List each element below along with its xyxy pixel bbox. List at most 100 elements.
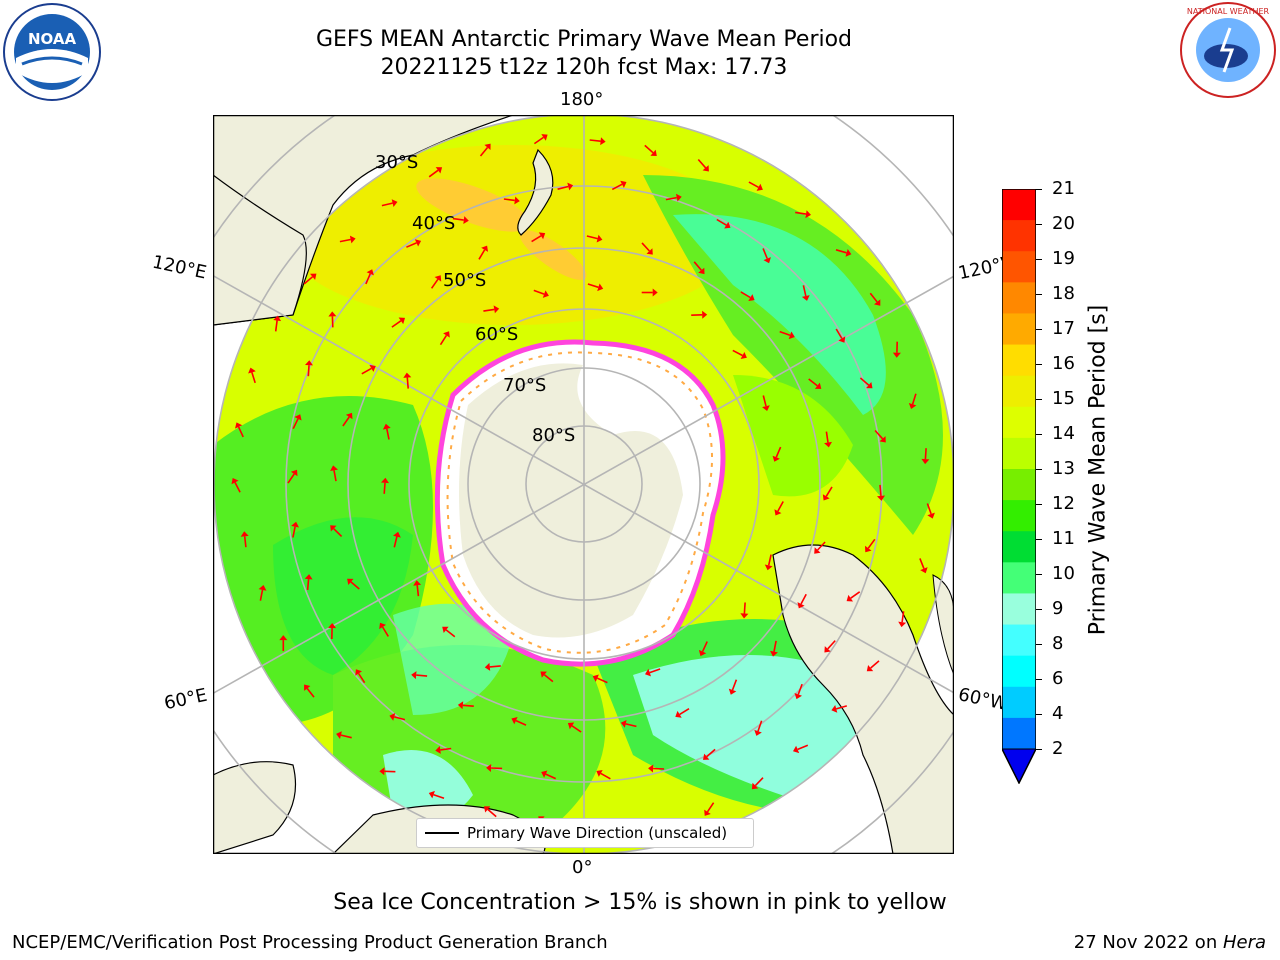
wave-arrow-head xyxy=(596,234,603,243)
colorbar-tick-label: 15 xyxy=(1052,388,1075,409)
wave-arrow-head xyxy=(704,809,711,816)
wave-arrow-shaft xyxy=(762,395,767,407)
wave-arrow-shaft xyxy=(557,185,569,190)
wave-arrow-shaft xyxy=(679,708,690,716)
wave-arrow-shaft xyxy=(487,808,497,818)
chart-title-line2: 20221125 t12z 120h fcst Max: 17.73 xyxy=(380,55,788,80)
wave-arrow-head xyxy=(645,668,651,677)
colorbar-tick-label: 20 xyxy=(1052,213,1075,234)
footer-branch: NCEP/EMC/Verification Post Processing Pr… xyxy=(12,932,608,953)
wave-arrow-shaft xyxy=(428,169,439,178)
wave-arrow-head xyxy=(646,248,653,255)
wave-arrow-shaft xyxy=(649,668,661,674)
wave-arrow-shaft xyxy=(762,248,768,259)
wave-arrow-head xyxy=(831,705,838,713)
wave-arrow-shaft xyxy=(306,579,310,591)
wave-arrow-shaft xyxy=(808,378,818,387)
wave-arrow-head xyxy=(702,310,708,319)
colorbar-tick-label: 6 xyxy=(1052,668,1064,689)
wave-arrow-shaft xyxy=(706,748,716,758)
wave-arrow-shaft xyxy=(416,674,428,677)
footer-machine: Hera xyxy=(1222,932,1266,953)
wave-arrow-shaft xyxy=(835,705,848,710)
wave-arrow-head xyxy=(304,684,311,691)
colorbar-tick-mark xyxy=(1036,259,1042,260)
wave-arrow-shaft xyxy=(292,526,296,538)
wave-arrow-head xyxy=(349,235,356,244)
wave-arrow-shaft xyxy=(292,418,299,430)
wave-arrow-head xyxy=(698,267,705,275)
wave-arrow-head xyxy=(698,649,707,657)
wave-arrow-shaft xyxy=(600,772,611,780)
wave-arrow-head xyxy=(865,545,872,553)
wave-arrow-head xyxy=(921,458,930,465)
colorbar-tick-mark xyxy=(1036,434,1042,435)
wave-arrow-shaft xyxy=(874,429,884,440)
colorbar-segment xyxy=(1002,313,1036,346)
wave-arrow-shaft xyxy=(835,328,843,339)
wave-arrow-head xyxy=(414,239,422,247)
wave-arrow-head xyxy=(920,567,928,574)
wave-arrow-shaft xyxy=(406,242,417,248)
lat-label-40s: 40°S xyxy=(412,213,456,234)
wave-arrow-head xyxy=(797,602,805,609)
wave-arrow-shaft xyxy=(732,349,743,357)
wave-arrow-head xyxy=(336,731,342,739)
wave-arrow-shaft xyxy=(274,320,278,332)
wave-period-field xyxy=(214,115,954,854)
wave-arrow-head xyxy=(898,621,907,628)
wave-arrow-shaft xyxy=(479,146,489,157)
wave-arrow-shaft xyxy=(701,641,708,652)
wave-arrow-shaft xyxy=(306,688,315,698)
wave-arrow-shaft xyxy=(740,291,751,299)
wave-arrow-shaft xyxy=(515,719,527,726)
chart-title-line1: GEFS MEAN Antarctic Primary Wave Mean Pe… xyxy=(315,27,853,52)
wave-arrow-head xyxy=(600,137,606,146)
wave-arrow-head xyxy=(398,317,405,325)
wave-arrow-head xyxy=(330,525,337,532)
wave-arrow-shaft xyxy=(911,393,917,405)
wave-arrow-shaft xyxy=(381,626,389,637)
wave-arrow-shaft xyxy=(416,585,420,597)
lat-label-50s: 50°S xyxy=(443,270,487,291)
wave-arrow-shaft xyxy=(589,139,601,142)
wave-arrow-head xyxy=(620,180,627,188)
colorbar-tick-label: 4 xyxy=(1052,703,1064,724)
wave-arrow-shaft xyxy=(383,482,386,494)
wave-arrow-shaft xyxy=(644,144,654,154)
wave-arrow-shaft xyxy=(586,235,598,240)
colorbar-segment xyxy=(1002,406,1036,439)
lat-label-60s: 60°S xyxy=(475,324,519,345)
wave-arrow-head xyxy=(824,646,831,653)
wave-arrow-head xyxy=(814,547,821,554)
lon-label-60e: 60°E xyxy=(162,684,209,715)
colorbar-segment xyxy=(1002,251,1036,283)
wave-arrow-head xyxy=(754,729,762,736)
wave-arrow-shaft xyxy=(641,242,650,252)
wave-arrow-head xyxy=(541,770,548,778)
wave-arrow-head xyxy=(756,183,763,191)
wave-arrow-shaft xyxy=(859,377,870,386)
wave-arrow-shaft xyxy=(533,136,544,145)
wave-arrow-head xyxy=(740,613,749,619)
wave-arrow-head xyxy=(866,382,873,389)
wave-arrow-head xyxy=(484,143,491,150)
wave-arrow-head xyxy=(258,585,267,591)
wave-arrow-shaft xyxy=(445,629,456,638)
wave-arrow-head xyxy=(379,622,386,630)
colorbar-tick-mark xyxy=(1036,504,1042,505)
colorbar-tick-mark xyxy=(1036,749,1042,750)
wave-arrow-shaft xyxy=(850,591,861,599)
lon-label-180: 180° xyxy=(560,89,604,110)
wave-arrow-shaft xyxy=(357,673,366,684)
wave-arrow-head xyxy=(838,336,846,343)
colorbar-segment xyxy=(1002,593,1036,626)
colorbar-tick-mark xyxy=(1036,644,1042,645)
wave-arrow-shaft xyxy=(797,744,809,751)
wave-arrow-shaft xyxy=(333,470,337,482)
colorbar-tick-label: 18 xyxy=(1052,283,1075,304)
wave-arrow-shaft xyxy=(287,473,295,484)
wave-arrow-shaft xyxy=(251,372,256,384)
colorbar-segment xyxy=(1002,531,1036,563)
wave-arrow-head xyxy=(435,746,441,754)
